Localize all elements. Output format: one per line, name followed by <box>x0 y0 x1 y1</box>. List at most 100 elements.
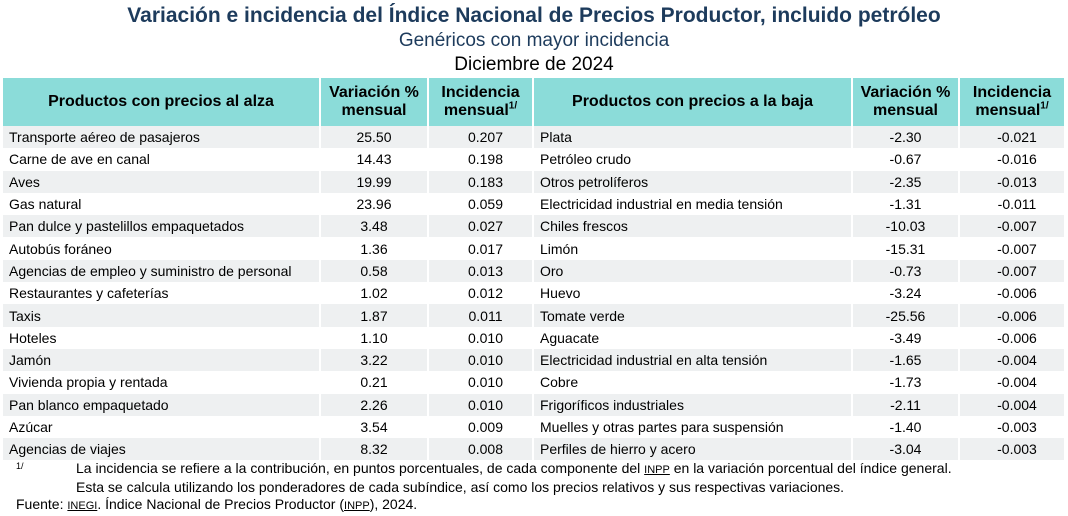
header-down-products: Productos con precios a la baja <box>533 78 853 126</box>
table-row: Pan dulce y pastelillos empaquetados 3.48… <box>3 215 1064 238</box>
down-product-name: Huevo <box>533 282 853 305</box>
up-incidence: 0.027 <box>428 215 534 238</box>
table-row: Gas natural 23.96 0.059 Electricidad indust… <box>3 192 1064 216</box>
down-incidence: -0.007 <box>959 215 1064 238</box>
down-variation: -1.73 <box>852 371 960 394</box>
up-variation: 2.26 <box>320 393 429 416</box>
down-product-name: Cobre <box>533 371 853 394</box>
table-row: Transporte aéreo de pasajeros 25.50 0.207 P… <box>3 126 1064 149</box>
footnote-ref: 1/ <box>508 100 518 112</box>
down-incidence: -0.021 <box>959 126 1064 149</box>
down-product-name: Aguacate <box>533 326 853 349</box>
down-variation: -0.73 <box>852 259 960 283</box>
inegi-abbr: INEGI <box>67 500 98 512</box>
up-incidence: 0.009 <box>428 415 534 439</box>
down-product-name: Oro <box>533 259 853 283</box>
down-incidence: -0.007 <box>959 237 1064 260</box>
up-variation: 0.58 <box>320 259 429 283</box>
up-incidence: 0.198 <box>428 148 534 171</box>
table-row: Vivienda propia y rentada 0.21 0.010 Cobre -… <box>3 371 1064 394</box>
up-product-name: Agencias de viajes <box>3 438 321 461</box>
up-product-name: Autobús foráneo <box>3 237 321 260</box>
up-incidence: 0.059 <box>428 192 534 216</box>
up-product-name: Agencias de empleo y suministro de perso… <box>3 259 321 283</box>
up-variation: 3.22 <box>320 348 429 372</box>
table-row: Agencias de empleo y suministro de perso… <box>3 259 1064 283</box>
down-incidence: -0.006 <box>959 304 1064 327</box>
up-incidence: 0.010 <box>428 326 534 349</box>
up-variation: 1.10 <box>320 326 429 349</box>
table-row: Jamón 3.22 0.010 Electricidad industrial en… <box>3 348 1064 372</box>
header-up-products: Productos con precios al alza <box>3 78 321 126</box>
down-product-name: Tomate verde <box>533 304 853 327</box>
up-product-name: Transporte aéreo de pasajeros <box>3 126 321 149</box>
up-variation: 0.21 <box>320 371 429 394</box>
up-variation: 8.32 <box>320 438 429 461</box>
up-product-name: Restaurantes y cafeterías <box>3 282 321 305</box>
up-variation: 3.48 <box>320 215 429 238</box>
down-product-name: Electricidad industrial en alta tensión <box>533 348 853 372</box>
up-incidence: 0.012 <box>428 282 534 305</box>
down-variation: -10.03 <box>852 215 960 238</box>
inpp-abbr: INPP <box>344 500 370 512</box>
inpp-abbr: INPP <box>644 464 670 476</box>
table-row: Pan blanco empaquetado 2.26 0.010 Frigorífi… <box>3 393 1064 416</box>
down-incidence: -0.006 <box>959 282 1064 305</box>
up-variation: 19.99 <box>320 170 429 193</box>
up-incidence: 0.010 <box>428 348 534 372</box>
up-product-name: Pan dulce y pastelillos empaquetados <box>3 215 321 238</box>
down-variation: -3.24 <box>852 282 960 305</box>
down-incidence: -0.007 <box>959 259 1064 283</box>
down-variation: -1.40 <box>852 415 960 439</box>
up-variation: 23.96 <box>320 192 429 216</box>
up-variation: 1.87 <box>320 304 429 327</box>
table-row: Aves 19.99 0.183 Otros petrolíferos -2.35 -0.… <box>3 170 1064 193</box>
up-incidence: 0.017 <box>428 237 534 260</box>
footnote-ref: 1/ <box>1040 100 1049 112</box>
footnote-line-2: Esta se calcula utilizando los ponderado… <box>76 479 845 495</box>
page-subtitle: Genéricos con mayor incidencia <box>398 30 670 51</box>
down-variation: -2.11 <box>852 393 960 416</box>
down-variation: -3.04 <box>852 438 960 461</box>
down-variation: -0.67 <box>852 148 960 171</box>
down-product-name: Otros petrolíferos <box>533 170 853 193</box>
down-product-name: Plata <box>533 126 853 149</box>
down-product-name: Muelles y otras partes para suspensión <box>533 415 853 439</box>
up-incidence: 0.013 <box>428 259 534 283</box>
table-row: Hoteles 1.10 0.010 Aguacate -3.49 -0.006 <box>3 326 1064 349</box>
up-incidence: 0.008 <box>428 438 534 461</box>
header-down-incidence: Incidencia mensual1/ <box>959 78 1064 126</box>
down-variation: -1.65 <box>852 348 960 372</box>
footnote-mark: 1/ <box>16 461 24 471</box>
up-incidence: 0.207 <box>428 126 534 149</box>
up-incidence: 0.010 <box>428 393 534 416</box>
table-row: Autobús foráneo 1.36 0.017 Limón -15.31 -0.00… <box>3 237 1064 260</box>
down-variation: -3.49 <box>852 326 960 349</box>
up-variation: 1.02 <box>320 282 429 305</box>
down-incidence: -0.016 <box>959 148 1064 171</box>
down-incidence: -0.013 <box>959 170 1064 193</box>
up-product-name: Carne de ave en canal <box>3 148 321 171</box>
down-variation: -1.31 <box>852 192 960 216</box>
down-variation: -25.56 <box>852 304 960 327</box>
up-product-name: Taxis <box>3 304 321 327</box>
up-product-name: Pan blanco empaquetado <box>3 393 321 416</box>
page-title: Variación e incidencia del Índice Nacion… <box>127 4 941 27</box>
down-incidence: -0.004 <box>959 348 1064 372</box>
table-row: Azúcar 3.54 0.009 Muelles y otras partes pa… <box>3 415 1064 439</box>
up-product-name: Hoteles <box>3 326 321 349</box>
up-variation: 14.43 <box>320 148 429 171</box>
down-variation: -15.31 <box>852 237 960 260</box>
up-variation: 3.54 <box>320 415 429 439</box>
table-row: Taxis 1.87 0.011 Tomate verde -25.56 -0.006 <box>3 304 1064 327</box>
up-product-name: Azúcar <box>3 415 321 439</box>
up-product-name: Jamón <box>3 348 321 372</box>
down-product-name: Frigoríficos industriales <box>533 393 853 416</box>
table-row: Agencias de viajes 8.32 0.008 Perfiles de h… <box>3 438 1064 461</box>
header-up-variation: Variación % mensual <box>320 78 429 126</box>
down-product-name: Petróleo crudo <box>533 148 853 171</box>
up-incidence: 0.183 <box>428 170 534 193</box>
up-variation: 25.50 <box>320 126 429 149</box>
table-row: Carne de ave en canal 14.43 0.198 Petróleo … <box>3 148 1064 171</box>
period-label: Diciembre de 2024 <box>454 54 614 75</box>
